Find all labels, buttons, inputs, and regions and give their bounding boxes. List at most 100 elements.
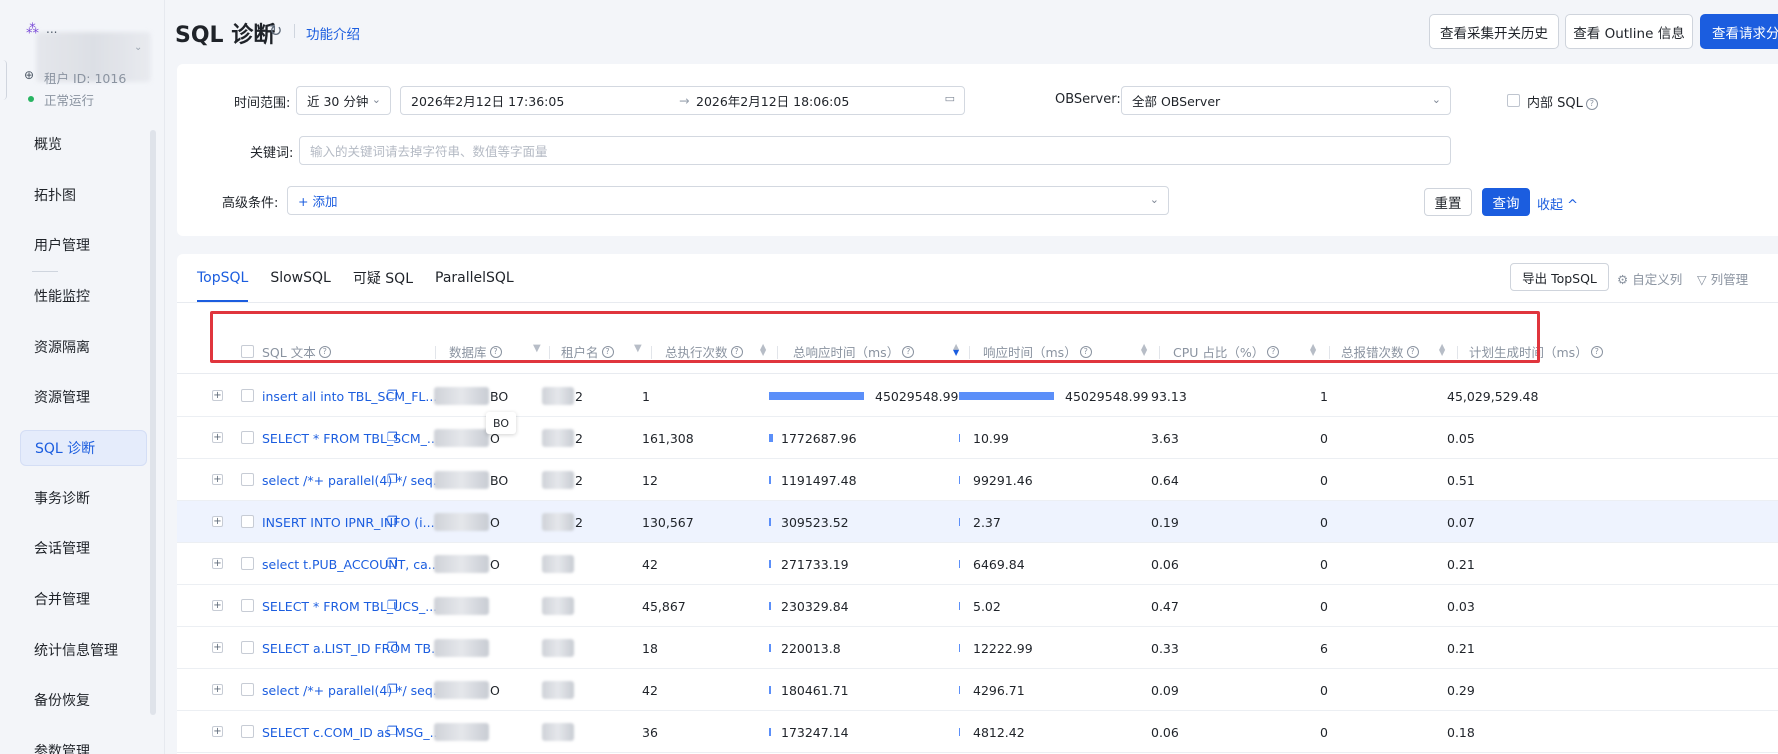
table-row[interactable]: + select t.PUB_ACCOUNT, ca... ❐ O 42 271733.1…: [177, 543, 1778, 585]
export-topsql-button[interactable]: 导出 TopSQL: [1510, 263, 1609, 291]
copy-icon[interactable]: ❐: [387, 514, 398, 528]
table-row[interactable]: + select /*+ parallel(4) */ seq... ❐ BO 2 12 1…: [177, 459, 1778, 501]
sql-text-link[interactable]: insert all into TBL_SCM_FL...: [262, 388, 438, 404]
sql-text-link[interactable]: SELECT c.COM_ID as MSG_...: [262, 724, 442, 740]
sidebar-item-overview[interactable]: 概览: [34, 137, 62, 154]
row-checkbox[interactable]: [241, 431, 254, 444]
help-icon[interactable]: ?: [1079, 345, 1092, 358]
reset-button[interactable]: 重置: [1424, 188, 1472, 216]
help-icon[interactable]: ?: [1585, 98, 1598, 110]
sort-icon[interactable]: ▲ ▼: [953, 342, 960, 357]
sidebar-item-resource-isolation[interactable]: 资源隔离: [34, 339, 90, 356]
sidebar-item-merge-management[interactable]: 合并管理: [34, 592, 90, 609]
internal-sql-checkbox[interactable]: [1507, 94, 1520, 107]
collapse-link[interactable]: 收起 ^: [1537, 198, 1579, 213]
filter-icon[interactable]: ▼: [533, 343, 541, 354]
row-checkbox[interactable]: [241, 641, 254, 654]
sql-text-link[interactable]: SELECT a.LIST_ID FROM TB...: [262, 640, 444, 656]
copy-icon[interactable]: ❐: [387, 598, 398, 612]
sidebar-item-parameters[interactable]: 参数管理: [34, 743, 90, 754]
table-row[interactable]: + SELECT * FROM TBL_UCS_... ❐ 45,867 230329.…: [177, 585, 1778, 627]
view-outline-button[interactable]: 查看 Outline 信息: [1565, 14, 1693, 49]
copy-icon[interactable]: ❐: [387, 472, 398, 486]
table-row[interactable]: + insert all into TBL_SCM_FL... ❐ BO 2 1 45029…: [177, 375, 1778, 417]
sidebar-item-session-management[interactable]: 会话管理: [34, 541, 90, 558]
sidebar-item-performance[interactable]: 性能监控: [0, 270, 165, 322]
help-icon[interactable]: ?: [902, 345, 915, 358]
sql-text-link[interactable]: select t.PUB_ACCOUNT, ca...: [262, 556, 440, 572]
copy-icon[interactable]: ❐: [387, 640, 398, 654]
tab-slowsql[interactable]: SlowSQL: [270, 270, 331, 286]
sql-text-link[interactable]: select /*+ parallel(4) */ seq...: [262, 682, 445, 698]
chevron-down-icon[interactable]: ⌄: [134, 42, 143, 53]
help-icon[interactable]: ?: [1406, 345, 1419, 358]
sidebar-scrollbar[interactable]: [150, 130, 156, 715]
row-checkbox[interactable]: [241, 599, 254, 612]
help-icon[interactable]: ?: [601, 345, 614, 358]
sidebar-item-resource-management[interactable]: 资源管理: [34, 390, 90, 407]
column-management-link[interactable]: ▽ 列管理: [1697, 269, 1748, 288]
sidebar-item-backup-restore[interactable]: 备份恢复: [34, 693, 90, 710]
tab-suspicious-sql[interactable]: 可疑 SQL: [352, 271, 413, 287]
select-all-checkbox[interactable]: [241, 345, 254, 358]
sidebar-item-statistics[interactable]: 统计信息管理: [34, 642, 118, 659]
expand-row-icon[interactable]: +: [212, 726, 223, 737]
time-preset-select[interactable]: 近 30 分钟 ⌄: [296, 86, 391, 115]
sql-text-link[interactable]: select /*+ parallel(4) */ seq...: [262, 472, 445, 488]
help-icon[interactable]: ?: [489, 345, 502, 358]
expand-row-icon[interactable]: +: [212, 516, 223, 527]
end-time[interactable]: 2026年2月12日 18:06:05: [696, 94, 850, 109]
time-range-picker[interactable]: 2026年2月12日 17:36:05 → 2026年2月12日 18:06:0…: [400, 86, 965, 115]
keyword-input[interactable]: 输入的关键词请去掉字符串、数值等字面量: [299, 136, 1451, 165]
expand-row-icon[interactable]: +: [212, 390, 223, 401]
tab-parallelsql[interactable]: ParallelSQL: [435, 270, 514, 286]
table-row[interactable]: + SELECT c.COM_ID as MSG_... ❐ 36 173247.14 4…: [177, 711, 1778, 753]
expand-row-icon[interactable]: +: [212, 558, 223, 569]
help-icon[interactable]: ?: [1267, 345, 1280, 358]
feature-intro-link[interactable]: 功能介绍: [306, 27, 360, 43]
sidebar-collapse-handle[interactable]: [0, 60, 7, 100]
sort-icon[interactable]: ▲ ▼: [1310, 342, 1317, 357]
filter-icon[interactable]: ▼: [634, 343, 642, 354]
row-checkbox[interactable]: [241, 473, 254, 486]
copy-icon[interactable]: ❐: [387, 724, 398, 738]
help-icon[interactable]: ?: [730, 345, 743, 358]
custom-columns-link[interactable]: ⚙ 自定义列: [1617, 269, 1682, 288]
tab-topsql[interactable]: TopSQL: [197, 254, 249, 302]
sidebar-item-users[interactable]: 用户管理: [34, 238, 90, 255]
view-collect-history-button[interactable]: 查看采集开关历史: [1429, 14, 1559, 49]
copy-icon[interactable]: ❐: [387, 682, 398, 696]
advanced-conditions-select[interactable]: + 添加 ⌄: [287, 186, 1169, 215]
sidebar-item-sql-diagnosis[interactable]: SQL 诊断: [20, 429, 147, 466]
table-row[interactable]: + select /*+ parallel(4) */ seq... ❐ O 42 180…: [177, 669, 1778, 711]
row-checkbox[interactable]: [241, 389, 254, 402]
sort-icon[interactable]: ▲ ▼: [1439, 342, 1446, 357]
expand-row-icon[interactable]: +: [212, 684, 223, 695]
copy-icon[interactable]: ❐: [387, 556, 398, 570]
observer-select[interactable]: 全部 OBServer ⌄: [1121, 86, 1451, 115]
help-icon[interactable]: ?: [1590, 345, 1603, 358]
start-time[interactable]: 2026年2月12日 17:36:05: [411, 94, 565, 109]
help-icon[interactable]: ?: [318, 345, 331, 358]
sort-icon[interactable]: ▲ ▼: [1141, 342, 1148, 357]
sql-text-link[interactable]: SELECT * FROM TBL_UCS_...: [262, 598, 438, 614]
view-request-analysis-button[interactable]: 查看请求分析: [1700, 14, 1778, 49]
sql-text-link[interactable]: SELECT * FROM TBL_SCM_...: [262, 430, 439, 446]
row-checkbox[interactable]: [241, 725, 254, 738]
table-row[interactable]: + INSERT INTO IPNR_INFO (i... ❐ O 2 130,567 30…: [177, 501, 1778, 543]
row-checkbox[interactable]: [241, 557, 254, 570]
copy-icon[interactable]: ❐: [387, 430, 398, 444]
sql-text-link[interactable]: INSERT INTO IPNR_INFO (i...: [262, 514, 435, 530]
table-row[interactable]: + SELECT * FROM TBL_SCM_... ❐ O 2 161,308 1772…: [177, 417, 1778, 459]
copy-icon[interactable]: ❐: [387, 388, 398, 402]
expand-row-icon[interactable]: +: [212, 642, 223, 653]
expand-row-icon[interactable]: +: [212, 432, 223, 443]
query-button[interactable]: 查询: [1482, 188, 1530, 216]
add-condition-button[interactable]: + 添加: [298, 194, 338, 209]
sidebar-item-topology[interactable]: 拓扑图: [34, 187, 76, 204]
sort-icon[interactable]: ▲ ▼: [760, 342, 767, 357]
sidebar-item-transaction-diagnosis[interactable]: 事务诊断: [34, 490, 90, 507]
refresh-icon[interactable]: ↻: [269, 21, 283, 40]
table-row[interactable]: + SELECT a.LIST_ID FROM TB... ❐ 18 220013.8 1…: [177, 627, 1778, 669]
row-checkbox[interactable]: [241, 515, 254, 528]
